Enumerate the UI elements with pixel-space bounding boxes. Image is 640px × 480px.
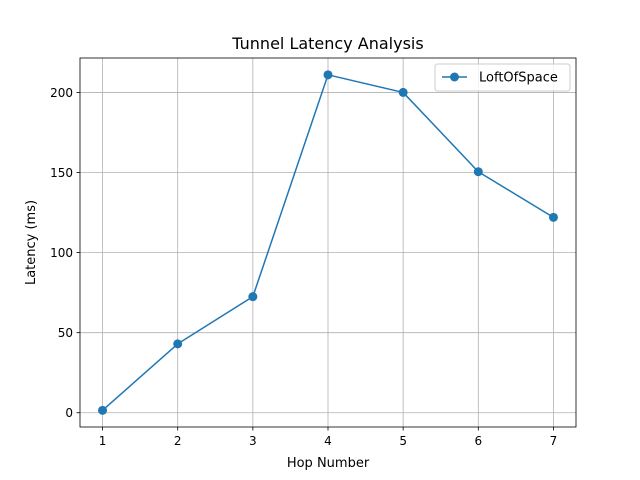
x-tick-label: 2: [174, 434, 182, 448]
data-point: [548, 212, 558, 222]
x-tick-label: 4: [324, 434, 332, 448]
y-tick-label: 100: [50, 246, 73, 260]
y-tick-label: 0: [65, 406, 73, 420]
grid-lines: [80, 58, 576, 427]
y-tick-label: 200: [50, 86, 73, 100]
series-layer: [98, 70, 558, 415]
legend-label: LoftOfSpace: [479, 71, 558, 86]
x-tick-label: 6: [474, 434, 482, 448]
data-point: [473, 167, 483, 177]
x-tick-label: 3: [249, 434, 257, 448]
y-axis-ticks: 0 50 100 150 200: [50, 86, 80, 420]
x-tick-label: 5: [399, 434, 407, 448]
x-tick-label: 1: [99, 434, 107, 448]
data-point: [248, 292, 258, 302]
legend-frame: [434, 63, 571, 92]
data-point: [323, 70, 333, 80]
data-point: [98, 405, 108, 415]
chart-title: Tunnel Latency Analysis: [231, 34, 423, 53]
x-axis-ticks: 1 2 3 4 5 6 7: [99, 427, 558, 448]
y-tick-label: 150: [50, 166, 73, 180]
x-tick-label: 7: [550, 434, 558, 448]
y-axis-label: Latency (ms): [24, 200, 39, 285]
y-tick-label: 50: [58, 326, 73, 340]
x-axis-label: Hop Number: [287, 456, 370, 471]
legend: LoftOfSpace: [434, 63, 571, 92]
data-point: [398, 87, 408, 97]
data-point: [173, 339, 183, 349]
legend-marker: [450, 72, 459, 82]
